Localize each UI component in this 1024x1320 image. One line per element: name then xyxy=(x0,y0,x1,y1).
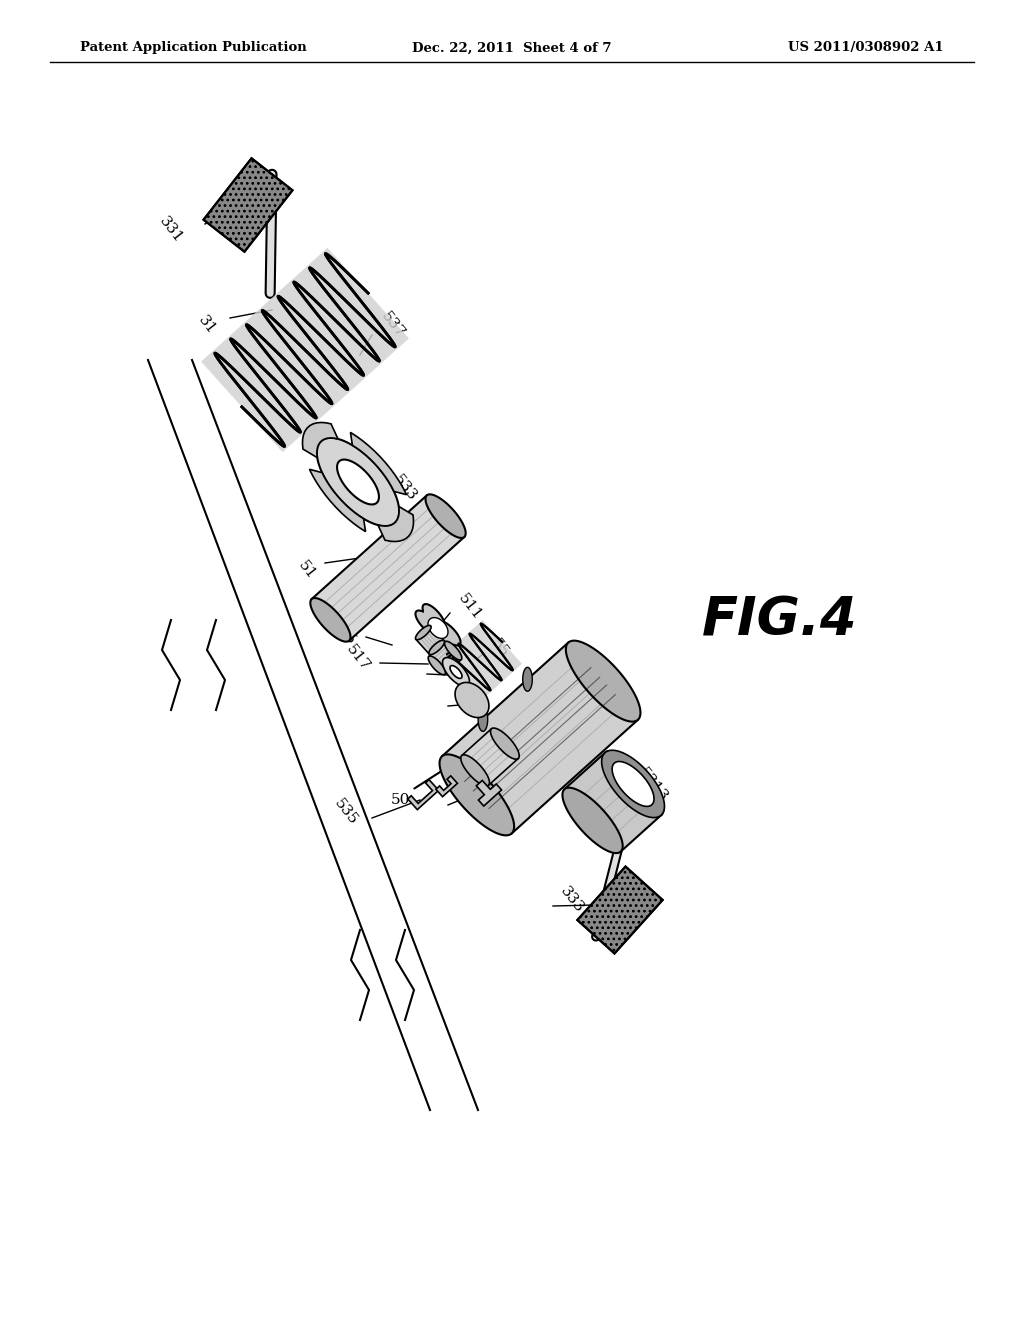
Text: Dec. 22, 2011  Sheet 4 of 7: Dec. 22, 2011 Sheet 4 of 7 xyxy=(413,41,611,54)
Text: 513: 513 xyxy=(402,532,431,564)
Polygon shape xyxy=(450,665,462,678)
Polygon shape xyxy=(439,754,514,836)
Polygon shape xyxy=(461,755,489,785)
Polygon shape xyxy=(578,866,663,953)
Text: 55: 55 xyxy=(488,636,511,660)
Polygon shape xyxy=(429,640,444,655)
Text: 535: 535 xyxy=(331,796,360,828)
Polygon shape xyxy=(428,618,447,639)
Polygon shape xyxy=(444,642,462,660)
Text: US 2011/0308902 A1: US 2011/0308902 A1 xyxy=(788,41,944,54)
Polygon shape xyxy=(408,780,438,809)
Text: 5313: 5313 xyxy=(635,766,670,804)
Polygon shape xyxy=(201,248,409,453)
Text: 57: 57 xyxy=(452,788,475,812)
Polygon shape xyxy=(309,470,366,532)
Polygon shape xyxy=(562,788,623,853)
Polygon shape xyxy=(462,729,518,785)
Text: 517: 517 xyxy=(343,643,372,673)
Text: 51: 51 xyxy=(295,558,318,582)
Polygon shape xyxy=(442,643,638,833)
Polygon shape xyxy=(302,422,338,458)
Polygon shape xyxy=(522,668,532,692)
Text: 53: 53 xyxy=(588,678,611,702)
Polygon shape xyxy=(311,495,464,640)
Polygon shape xyxy=(310,598,350,642)
Polygon shape xyxy=(438,620,522,704)
Text: 331: 331 xyxy=(156,214,185,246)
Polygon shape xyxy=(566,640,640,722)
Polygon shape xyxy=(350,433,407,495)
Text: 533: 533 xyxy=(390,473,419,504)
Text: 531: 531 xyxy=(472,744,501,776)
Polygon shape xyxy=(436,776,458,797)
Polygon shape xyxy=(476,780,502,807)
Polygon shape xyxy=(612,762,654,807)
Polygon shape xyxy=(378,507,414,541)
Polygon shape xyxy=(603,751,664,816)
Text: Patent Application Publication: Patent Application Publication xyxy=(80,41,307,54)
Polygon shape xyxy=(455,682,488,718)
Text: 333: 333 xyxy=(558,884,587,916)
Polygon shape xyxy=(602,750,665,817)
Polygon shape xyxy=(564,752,662,851)
Polygon shape xyxy=(337,459,379,504)
Polygon shape xyxy=(416,626,431,640)
Text: 59: 59 xyxy=(432,656,455,680)
Polygon shape xyxy=(204,158,293,252)
Polygon shape xyxy=(490,729,519,759)
Polygon shape xyxy=(316,438,399,527)
Text: 31: 31 xyxy=(195,313,218,337)
Text: 537: 537 xyxy=(378,309,407,341)
Text: 5317: 5317 xyxy=(452,681,486,719)
Polygon shape xyxy=(416,626,444,655)
Polygon shape xyxy=(442,657,469,686)
Polygon shape xyxy=(429,642,461,675)
Polygon shape xyxy=(478,708,487,731)
Text: FIG.4: FIG.4 xyxy=(702,594,858,645)
Text: 511: 511 xyxy=(455,591,484,623)
Polygon shape xyxy=(426,494,466,539)
Text: 515: 515 xyxy=(329,616,358,648)
Polygon shape xyxy=(416,605,461,652)
Text: 50: 50 xyxy=(390,793,410,807)
Polygon shape xyxy=(428,656,445,675)
